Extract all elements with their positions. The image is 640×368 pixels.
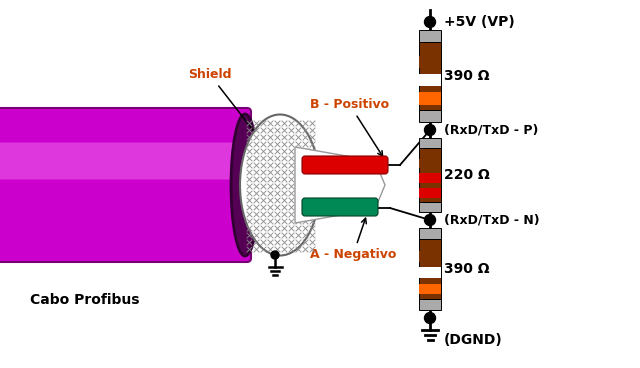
Text: A - Negativo: A - Negativo — [310, 218, 396, 261]
Ellipse shape — [231, 114, 259, 256]
Text: Cabo Profibus: Cabo Profibus — [30, 293, 140, 307]
Text: 390 Ω: 390 Ω — [444, 262, 490, 276]
Bar — [419, 239, 441, 299]
Bar — [419, 251, 441, 262]
Circle shape — [424, 124, 435, 135]
Bar — [419, 284, 441, 294]
Ellipse shape — [240, 114, 320, 255]
Text: (RxD/TxD - N): (RxD/TxD - N) — [444, 213, 540, 226]
Bar — [419, 92, 441, 105]
Bar — [419, 56, 441, 68]
Text: (DGND): (DGND) — [444, 333, 503, 347]
FancyBboxPatch shape — [0, 115, 245, 255]
Bar — [419, 202, 441, 212]
Text: (RxD/TxD - P): (RxD/TxD - P) — [444, 124, 538, 137]
Circle shape — [424, 215, 435, 226]
FancyBboxPatch shape — [0, 108, 251, 262]
Circle shape — [424, 17, 435, 28]
Bar — [419, 138, 441, 148]
Bar — [419, 148, 441, 202]
Circle shape — [271, 251, 279, 259]
Bar — [419, 42, 441, 110]
Bar — [419, 30, 441, 42]
Bar — [419, 173, 441, 183]
Polygon shape — [295, 147, 385, 223]
Circle shape — [424, 312, 435, 323]
Bar — [419, 267, 441, 278]
FancyBboxPatch shape — [302, 156, 388, 174]
Bar — [419, 299, 441, 310]
Bar — [419, 110, 441, 122]
FancyBboxPatch shape — [302, 198, 378, 216]
Bar — [419, 188, 441, 198]
Text: 220 Ω: 220 Ω — [444, 168, 490, 182]
FancyBboxPatch shape — [0, 142, 247, 180]
Text: +5V (VP): +5V (VP) — [444, 15, 515, 29]
Text: B - Positivo: B - Positivo — [310, 98, 389, 156]
Bar — [419, 74, 441, 86]
Text: 390 Ω: 390 Ω — [444, 69, 490, 83]
Text: Shield: Shield — [188, 68, 264, 145]
Bar — [419, 228, 441, 239]
Bar — [419, 159, 441, 169]
